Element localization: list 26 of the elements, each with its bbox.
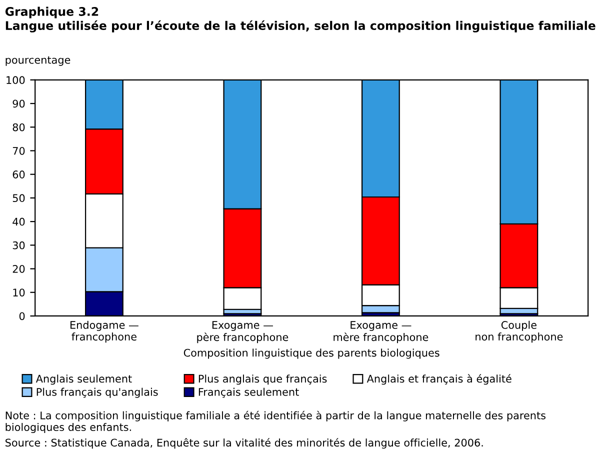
x-tick-label: Exogame — père francophone: [197, 321, 288, 344]
y-tick-label: 70: [12, 146, 25, 155]
y-tick-label: 30: [12, 241, 25, 250]
y-tick-label: 20: [12, 264, 25, 273]
y-tick-label: 60: [12, 170, 25, 178]
legend-label: Français seulement: [198, 388, 299, 398]
text: Note : La composition linguistique familiale a été identifiée à partir de la langue maternelle des parents biologiques des enfants.: [6, 410, 546, 434]
y-tick-label: 10: [13, 288, 25, 296]
x-tick-label: Endogame — francophone: [70, 320, 138, 343]
x-tick-label: Exogame — mère francophone: [334, 321, 428, 344]
source-note: Source : Statistique Canada, Enquête sur la vitalité des minorités de langue officielle, 2006.: [6, 438, 483, 449]
y-tick-label: 100: [6, 76, 25, 84]
legend-label: Plus anglais que français: [198, 374, 327, 385]
chart-title: Graphique 3.2: [5, 6, 98, 18]
y-tick-label: 0: [19, 312, 25, 320]
legend-label: Plus français qu'anglais: [36, 388, 158, 398]
y-tick-label: 90: [12, 100, 25, 108]
legend-label: Anglais seulement: [36, 374, 132, 385]
x-axis-title: Composition linguistique des parents biologiques: [184, 348, 440, 359]
legend-label: Anglais et français à égalité: [366, 374, 512, 385]
y-tick-label: 50: [12, 194, 25, 202]
y-tick-label: 40: [12, 218, 25, 226]
x-tick-label: Couple non francophone: [476, 320, 563, 343]
chart-subtitle: Langue utilisée pour l’écoute de la télévision, selon la composition linguistique familiale: [6, 20, 596, 32]
y-tick-label: 80: [12, 123, 25, 132]
y-axis-title: pourcentage: [6, 56, 70, 66]
